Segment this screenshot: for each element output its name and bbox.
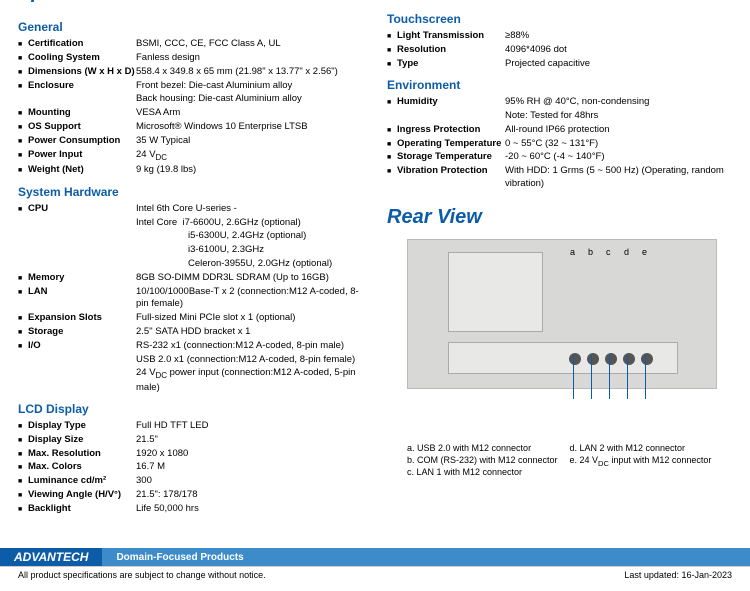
spec-row: ■Power Input24 VDC [18, 149, 363, 163]
page-columns: General ■CertificationBSMI, CCC, CE, FCC… [0, 12, 750, 517]
cpu-subline: i3-6100U, 2.3GHz [18, 244, 363, 256]
footer: ADVANTECH Domain-Focused Products All pr… [0, 548, 750, 583]
rear-io-strip [448, 342, 678, 374]
spec-row: ■EnclosureFront bezel: Die-cast Aluminiu… [18, 80, 363, 92]
cpu-subline: i5-6300U, 2.4GHz (optional) [18, 230, 363, 242]
legend-d: d. LAN 2 with M12 connector [570, 443, 733, 453]
footer-category: Domain-Focused Products [102, 548, 750, 566]
port-b [587, 353, 599, 365]
legend-a: a. USB 2.0 with M12 connector [407, 443, 570, 453]
footer-bottom: All product specifications are subject t… [0, 566, 750, 583]
spec-row: ■Display Size21.5" [18, 434, 363, 446]
spec-row: Back housing: Die-cast Aluminium alloy [18, 93, 363, 105]
port-e [641, 353, 653, 365]
io-subline: USB 2.0 x1 (connection:M12 A-coded, 8-pi… [18, 354, 363, 366]
rear-legend: a. USB 2.0 with M12 connector b. COM (RS… [407, 443, 732, 479]
env-heading: Environment [387, 78, 732, 92]
legend-left-col: a. USB 2.0 with M12 connector b. COM (RS… [407, 443, 570, 479]
cpu-subline: Intel Core i7-6600U, 2.6GHz (optional) [18, 217, 363, 229]
left-column: General ■CertificationBSMI, CCC, CE, FCC… [18, 12, 375, 517]
spec-row: ■Memory8GB SO-DIMM DDR3L SDRAM (Up to 16… [18, 272, 363, 284]
spec-row: ■Viewing Angle (H/V°)21.5": 178/178 [18, 489, 363, 501]
spec-row: ■Vibration ProtectionWith HDD: 1 Grms (5… [387, 165, 732, 190]
rear-view-heading: Rear View [387, 206, 732, 229]
spec-row: ■Operating Temperature0 ~ 55°C (32 ~ 131… [387, 138, 732, 150]
footer-updated: Last updated: 16-Jan-2023 [624, 570, 732, 580]
spec-row: ■Luminance cd/m²300 [18, 475, 363, 487]
footer-disclaimer: All product specifications are subject t… [18, 570, 266, 580]
io-subline: 24 VDC power input (connection:M12 A-cod… [18, 367, 363, 394]
general-heading: General [18, 20, 363, 34]
spec-row: ■Humidity95% RH @ 40°C, non-condensing [387, 96, 732, 108]
legend-right-col: d. LAN 2 with M12 connector e. 24 VDC in… [570, 443, 733, 479]
spec-row: ■Storage2.5" SATA HDD bracket x 1 [18, 326, 363, 338]
port-a [569, 353, 581, 365]
spec-row: ■Max. Resolution1920 x 1080 [18, 448, 363, 460]
advantech-logo: ADVANTECH [0, 548, 102, 566]
hardware-heading: System Hardware [18, 185, 363, 199]
spec-row: ■Ingress ProtectionAll-round IP66 protec… [387, 124, 732, 136]
right-column: Touchscreen ■Light Transmission≥88% ■Reso… [375, 12, 732, 517]
port-d [623, 353, 635, 365]
spec-row: ■Display TypeFull HD TFT LED [18, 420, 363, 432]
spec-row: ■Expansion SlotsFull-sized Mini PCIe slo… [18, 312, 363, 324]
touch-heading: Touchscreen [387, 12, 732, 26]
spec-row: ■Cooling SystemFanless design [18, 52, 363, 64]
lcd-heading: LCD Display [18, 402, 363, 416]
spec-row: Note: Tested for 48hrs [387, 110, 732, 122]
spec-row: ■CertificationBSMI, CCC, CE, FCC Class A… [18, 38, 363, 50]
spec-row: ■Dimensions (W x H x D)558.4 x 349.8 x 6… [18, 66, 363, 78]
legend-e: e. 24 VDC input with M12 connector [570, 455, 733, 468]
spec-row: ■Resolution4096*4096 dot [387, 44, 732, 56]
port-c [605, 353, 617, 365]
spec-row: ■CPUIntel 6th Core U-series - [18, 203, 363, 215]
legend-b: b. COM (RS-232) with M12 connector [407, 455, 570, 465]
spec-row: ■I/ORS-232 x1 (connection:M12 A-coded, 8… [18, 340, 363, 352]
cpu-subline: Celeron-3955U, 2.0GHz (optional) [18, 258, 363, 270]
spec-row: ■TypeProjected capacitive [387, 58, 732, 70]
spec-row: ■Light Transmission≥88% [387, 30, 732, 42]
rear-view-illustration [407, 239, 717, 389]
spec-row: ■OS SupportMicrosoft® Windows 10 Enterpr… [18, 121, 363, 133]
spec-row: ■Max. Colors16.7 M [18, 461, 363, 473]
footer-bar: ADVANTECH Domain-Focused Products [0, 548, 750, 566]
specifications-heading: Specifications [0, 0, 750, 6]
spec-row: ■BacklightLife 50,000 hrs [18, 503, 363, 515]
rear-panel-cover [448, 252, 543, 332]
spec-row: ■Weight (Net)9 kg (19.8 lbs) [18, 164, 363, 176]
spec-row: ■Power Consumption35 W Typical [18, 135, 363, 147]
legend-c: c. LAN 1 with M12 connector [407, 467, 570, 477]
spec-row: ■Storage Temperature-20 ~ 60°C (-4 ~ 140… [387, 151, 732, 163]
spec-row: ■MountingVESA Arm [18, 107, 363, 119]
spec-row: ■LAN10/100/1000Base-T x 2 (connection:M1… [18, 286, 363, 311]
